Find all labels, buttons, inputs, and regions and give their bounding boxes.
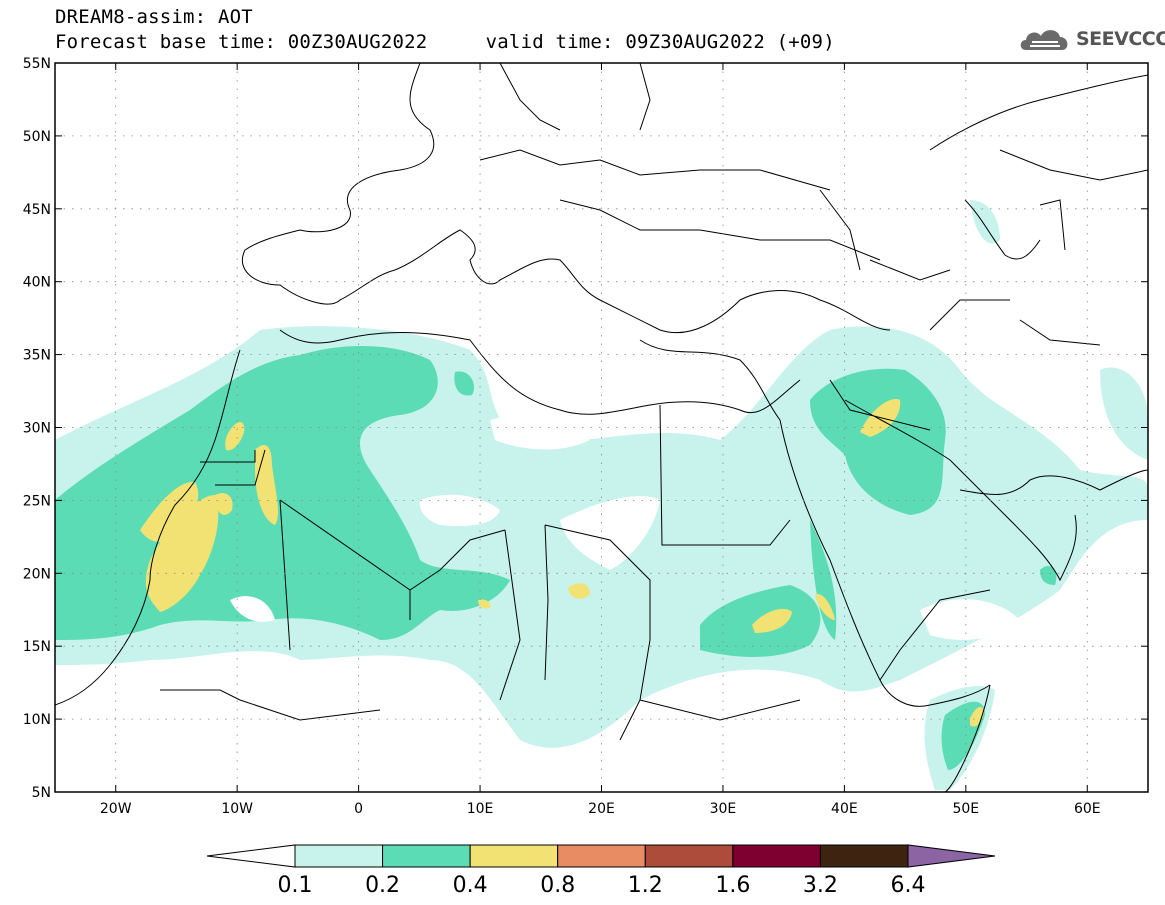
- coastlines-borders: [55, 63, 1148, 792]
- lat-tick-label: 15N: [23, 639, 51, 655]
- colorbar-level-label: 0.1: [278, 873, 313, 898]
- colorbar-level-label: 3.2: [803, 873, 838, 898]
- valid-time-value: 09Z30AUG2022 (+09): [625, 31, 835, 53]
- lon-tick-label: 40E: [831, 801, 858, 817]
- colorbar-segment: [819, 844, 909, 868]
- colorbar-segment: [732, 844, 821, 868]
- lat-tick-label: 40N: [23, 275, 51, 291]
- colorbar: 0.1 0.2 0.4 0.8 1.2 1.6 3.2 6.4: [206, 844, 996, 898]
- lat-tick-label: 30N: [23, 421, 51, 437]
- base-time-label: Forecast base time:: [55, 31, 277, 53]
- colorbar-level-label: 6.4: [891, 873, 926, 898]
- colorbar-segment: [557, 844, 646, 868]
- cloud-icon: [1020, 30, 1068, 50]
- lat-tick-label: 50N: [23, 129, 51, 145]
- lon-tick-label: 60E: [1074, 801, 1101, 817]
- valid-time-label: valid time:: [485, 31, 614, 53]
- colorbar-level-label: 1.2: [628, 873, 663, 898]
- latitude-labels: 55N 50N 45N 40N 35N 30N 25N 20N 15N 10N 5N: [23, 56, 51, 801]
- lon-tick-label: 20W: [100, 801, 132, 817]
- colorbar-segment: [644, 844, 734, 868]
- lat-tick-label: 5N: [32, 785, 51, 801]
- colorbar-level-label: 0.4: [453, 873, 488, 898]
- colorbar-segment: [294, 844, 384, 868]
- colorbar-level-label: 0.2: [365, 873, 400, 898]
- axis-ticks: [55, 62, 1148, 793]
- lat-tick-label: 25N: [23, 493, 51, 509]
- seevccc-logo: SEEVCCC: [1018, 22, 1165, 56]
- colorbar-segment: [469, 844, 559, 868]
- aot-field: [55, 200, 1148, 790]
- lon-tick-label: 0: [354, 801, 363, 817]
- lon-tick-label: 50E: [952, 801, 979, 817]
- lat-tick-label: 45N: [23, 202, 51, 218]
- colorbar-level-label: 1.6: [715, 873, 750, 898]
- lat-tick-label: 20N: [23, 566, 51, 582]
- title-model: DREAM8-assim: AOT: [55, 6, 253, 28]
- colorbar-under-triangle: [206, 844, 296, 868]
- lon-tick-label: 10W: [221, 801, 253, 817]
- lat-tick-label: 10N: [23, 712, 51, 728]
- longitude-labels: 20W 10W 0 10E 20E 30E 40E 50E 60E: [100, 801, 1101, 817]
- lon-tick-label: 10E: [467, 801, 494, 817]
- logo-text: SEEVCCC: [1076, 28, 1165, 50]
- colorbar-level-label: 0.8: [540, 873, 575, 898]
- lon-tick-label: 30E: [710, 801, 737, 817]
- lat-tick-label: 35N: [23, 348, 51, 364]
- lat-tick-label: 55N: [23, 56, 51, 72]
- base-time-value: 00Z30AUG2022: [287, 31, 428, 53]
- title-times: Forecast base time: 00Z30AUG2022 valid t…: [55, 31, 835, 53]
- lon-tick-label: 20E: [588, 801, 615, 817]
- colorbar-over-triangle: [907, 844, 996, 868]
- colorbar-segment: [382, 844, 471, 868]
